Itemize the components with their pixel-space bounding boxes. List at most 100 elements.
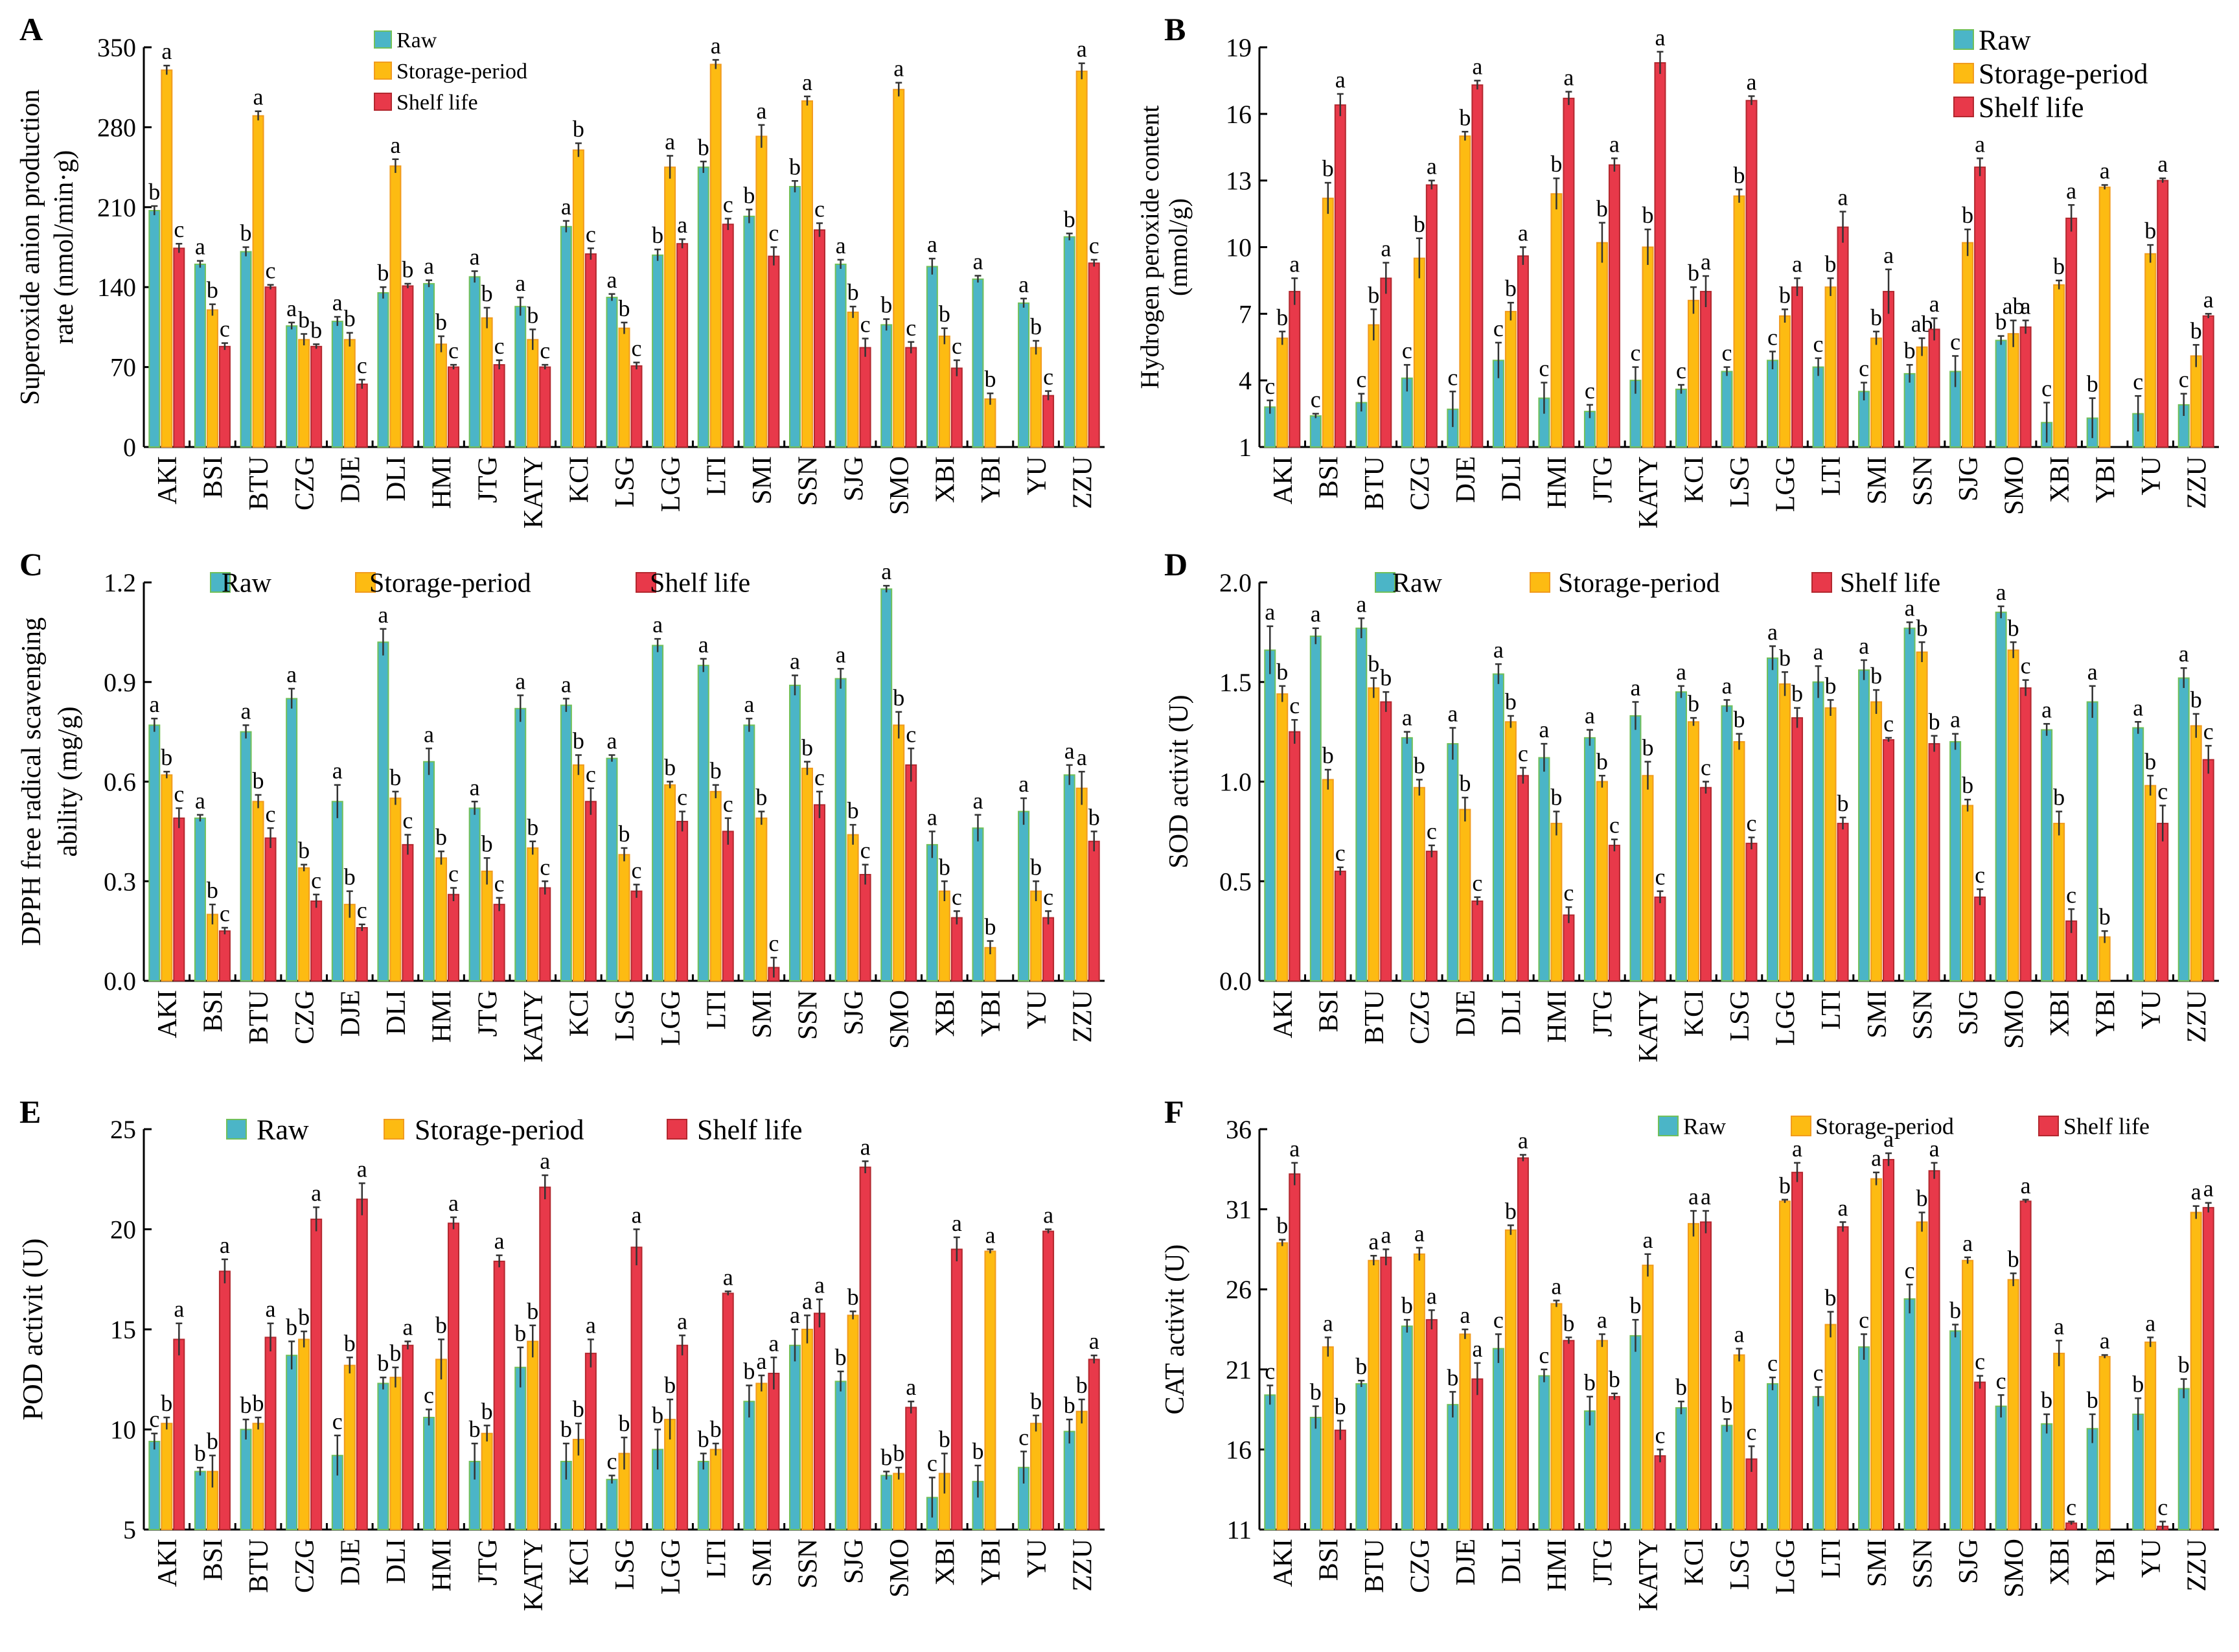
significance-letter: a [768,1330,779,1356]
bar-shelf-life [493,1260,505,1530]
bar-raw [1583,737,1596,981]
significance-letter: a [1089,1328,1099,1354]
y-tick-label: 1.5 [1219,668,1252,697]
significance-letter: b [435,1312,447,1338]
bar-shelf-life [1042,917,1055,981]
significance-letter: a [1311,601,1321,627]
significance-letter: a [836,233,846,258]
bar-raw [194,263,206,448]
significance-letter: a [711,32,721,58]
bar-raw [697,665,709,981]
significance-letter: c [2133,369,2143,395]
bar-shelf-life [539,1186,551,1530]
legend-label: Storage-period [1558,569,1720,599]
significance-letter: c [494,333,505,359]
significance-letter: c [1813,1360,1824,1386]
panel-letter: C [19,546,43,582]
significance-letter: c [220,901,230,926]
bar-storage-period [2098,186,2111,448]
significance-letter: a [470,244,480,270]
bar-storage-period [847,311,859,448]
significance-letter: b [2053,253,2065,279]
significance-letter: c [1767,1350,1778,1376]
significance-letter: a [1539,717,1549,742]
bar-storage-period [847,1314,859,1530]
significance-letter: a [677,1308,687,1334]
significance-letter: c [494,871,505,897]
significance-letter: b [1550,151,1562,177]
bar-shelf-life [1425,1319,1438,1530]
bar-raw [331,801,343,981]
bar-raw [2041,729,2053,982]
significance-letter: b [286,1314,297,1340]
bar-raw [1492,1348,1504,1531]
x-tick-label: LGG [1771,456,1801,512]
significance-letter: c [927,1451,937,1476]
bar-shelf-life [1088,1359,1100,1531]
significance-letter: a [802,1288,812,1314]
significance-letter: b [710,758,722,784]
significance-letter: c [1472,870,1482,896]
significance-letter: b [939,854,950,880]
significance-letter: b [939,301,950,327]
bar-shelf-life [813,229,825,448]
significance-letter: a [1996,579,2006,605]
significance-letter: a [698,632,709,658]
x-tick-label: BSI [199,990,229,1032]
x-tick-label: SJG [839,1539,869,1584]
y-tick-label: 16 [1226,1435,1252,1464]
bar-shelf-life [448,893,460,981]
bar-shelf-life [905,347,917,448]
panel-letter: B [1164,11,1186,47]
x-tick-label: SSN [794,990,823,1040]
bar-storage-period [1030,347,1042,448]
bar-raw [514,707,527,981]
x-tick-label: LGG [656,990,686,1046]
significance-letter: a [814,1272,825,1298]
significance-letter: a [1929,1136,1940,1162]
significance-letter: b [207,277,218,303]
x-tick-label: BSI [1314,990,1344,1032]
bar-shelf-life [1471,901,1484,981]
bar-shelf-life [1471,1378,1484,1531]
bar-raw [1858,669,1870,982]
significance-letter: a [2021,293,2031,319]
bar-raw [1018,810,1030,981]
bar-raw [788,1344,801,1530]
bar-storage-period [1870,701,1883,981]
bar-shelf-life [1654,1455,1666,1531]
significance-letter: b [1030,314,1042,339]
bar-shelf-life [859,1166,871,1530]
significance-letter: c [1950,328,1960,354]
significance-letter: a [494,1228,505,1254]
bar-shelf-life [676,1344,689,1530]
significance-letter: a [1722,672,1732,698]
significance-letter: a [1265,599,1275,625]
y-tick-label: 20 [110,1215,136,1245]
significance-letter: a [266,1296,276,1322]
significance-letter: a [1883,1126,1894,1152]
bar-storage-period [801,768,813,981]
significance-letter: a [241,698,251,724]
bar-shelf-life [859,347,871,448]
legend-label: Raw [396,29,437,52]
x-tick-label: CZG [290,456,320,511]
x-tick-label: XBI [2045,1539,2075,1585]
significance-letter: b [664,755,676,781]
significance-letter: a [1838,185,1848,211]
bar-storage-period [755,1382,768,1530]
significance-letter: b [161,1390,172,1416]
x-tick-label: SMO [885,1539,915,1598]
bar-raw [926,266,938,448]
significance-letter: a [195,234,205,260]
x-tick-label: SMO [1999,990,2029,1049]
bar-storage-period [1962,242,1974,448]
significance-letter: b [1791,681,1803,707]
significance-letter: a [1381,1222,1391,1248]
y-tick-label: 1.0 [1219,768,1252,797]
significance-letter: b [2144,218,2156,244]
x-tick-label: SSN [1908,456,1938,506]
x-tick-label: XBI [2045,456,2075,503]
significance-letter: c [357,352,367,378]
